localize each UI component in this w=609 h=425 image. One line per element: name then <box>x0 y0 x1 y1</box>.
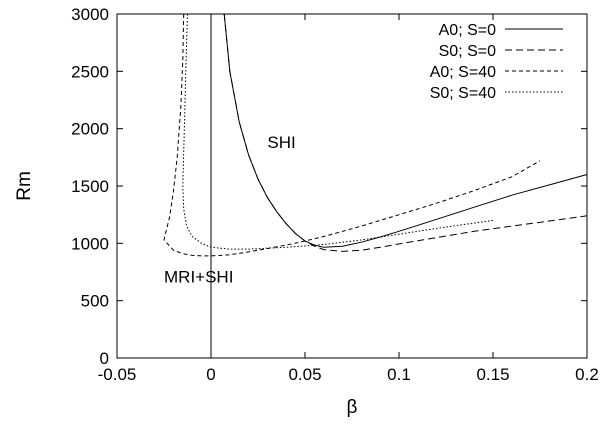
series-line-2 <box>163 13 541 257</box>
legend-label: A0; S=0 <box>439 22 496 39</box>
legend-label: S0; S=0 <box>439 43 496 60</box>
legend-label: S0; S=40 <box>430 85 496 102</box>
y-tick-label: 1500 <box>71 177 109 196</box>
series-line-0 <box>223 13 588 248</box>
x-axis-label: β <box>347 397 358 418</box>
x-tick-label: 0.1 <box>387 365 411 384</box>
annotation-mri-shi: MRI+SHI <box>164 267 233 286</box>
y-tick-label: 2000 <box>71 120 109 139</box>
y-tick-label: 3000 <box>71 5 109 24</box>
y-tick-label: 0 <box>100 349 109 368</box>
ticks-layer: -0.05 0 0.05 0.1 0.15 0.205001000150020002500… <box>71 5 599 384</box>
series-line-3 <box>182 13 494 250</box>
y-tick-label: 500 <box>81 292 109 311</box>
x-tick-label: 0.15 <box>476 365 509 384</box>
annotation-shi: SHI <box>267 133 295 152</box>
x-tick-label: 0.05 <box>288 365 321 384</box>
x-tick-label: 0.2 <box>575 365 599 384</box>
series-layer <box>163 13 588 257</box>
series-line-1 <box>223 13 588 252</box>
x-tick-label: 0 <box>206 365 215 384</box>
y-axis-label: Rm <box>14 171 35 201</box>
legend-label: A0; S=40 <box>430 64 496 81</box>
y-tick-label: 1000 <box>71 234 109 253</box>
y-tick-label: 2500 <box>71 62 109 81</box>
x-tick-label: -0.05 <box>98 365 137 384</box>
plot-frame <box>116 13 588 359</box>
legend: A0; S=0 S0; S=0 A0; S=40 S0; S=40 <box>430 22 563 102</box>
